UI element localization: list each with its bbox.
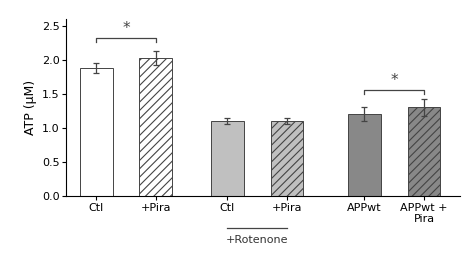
Bar — [348, 114, 381, 196]
Text: +Rotenone: +Rotenone — [226, 235, 288, 245]
Bar — [271, 121, 303, 196]
Text: *: * — [122, 21, 130, 36]
Y-axis label: ATP (μM): ATP (μM) — [25, 80, 37, 135]
Text: *: * — [391, 73, 398, 88]
Bar — [80, 68, 112, 196]
Bar — [408, 107, 440, 196]
Bar — [211, 121, 244, 196]
Bar — [139, 58, 172, 196]
